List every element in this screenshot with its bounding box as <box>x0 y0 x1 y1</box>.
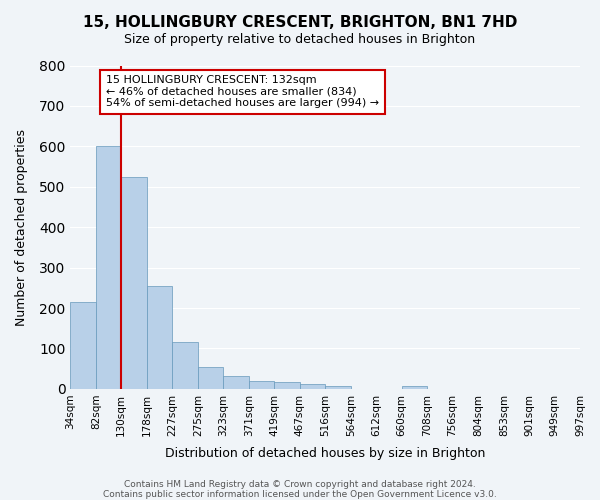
Y-axis label: Number of detached properties: Number of detached properties <box>15 128 28 326</box>
Bar <box>325 386 351 389</box>
Text: Contains HM Land Registry data © Crown copyright and database right 2024.: Contains HM Land Registry data © Crown c… <box>124 480 476 489</box>
Bar <box>172 342 198 389</box>
Bar <box>121 176 146 389</box>
Bar <box>274 382 299 389</box>
Text: Contains public sector information licensed under the Open Government Licence v3: Contains public sector information licen… <box>103 490 497 499</box>
Bar <box>299 384 325 389</box>
Text: Size of property relative to detached houses in Brighton: Size of property relative to detached ho… <box>124 32 476 46</box>
Bar <box>146 286 172 389</box>
Bar <box>198 366 223 389</box>
Bar <box>70 302 96 389</box>
Bar <box>96 146 121 389</box>
Text: 15 HOLLINGBURY CRESCENT: 132sqm
← 46% of detached houses are smaller (834)
54% o: 15 HOLLINGBURY CRESCENT: 132sqm ← 46% of… <box>106 75 379 108</box>
Bar <box>223 376 248 389</box>
Text: 15, HOLLINGBURY CRESCENT, BRIGHTON, BN1 7HD: 15, HOLLINGBURY CRESCENT, BRIGHTON, BN1 … <box>83 15 517 30</box>
X-axis label: Distribution of detached houses by size in Brighton: Distribution of detached houses by size … <box>165 447 485 460</box>
Bar <box>248 381 274 389</box>
Bar <box>401 386 427 389</box>
